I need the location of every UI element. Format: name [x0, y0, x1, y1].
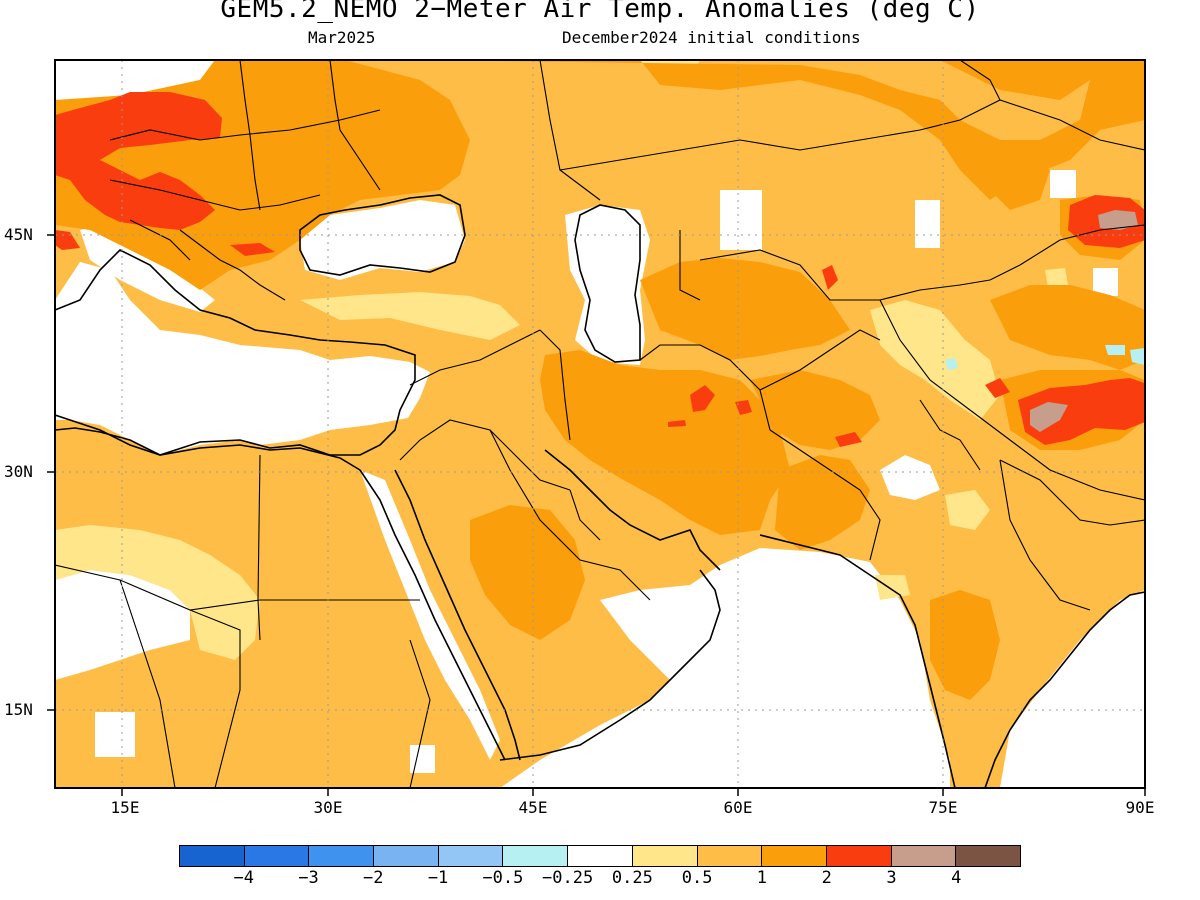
- color-scale-box: [309, 846, 375, 866]
- lon-label-90e: 90E: [1125, 798, 1155, 817]
- neutral-patch-4: [1093, 268, 1118, 296]
- anomaly-central-asia: [420, 60, 1145, 200]
- color-scale-box: [956, 846, 1020, 866]
- anomaly-pakistan: [775, 455, 870, 550]
- neutral-mediterranean: [55, 262, 430, 455]
- anomaly-iran: [540, 350, 790, 535]
- color-scale-label: 1: [756, 868, 768, 888]
- coast-mediterranean: [55, 249, 416, 456]
- neutral-italy: [80, 222, 215, 312]
- axis-ticks: [47, 234, 1146, 796]
- neutral-patch-2: [720, 190, 762, 250]
- color-scale-label: −3: [298, 868, 319, 888]
- lon-label-15e: 15E: [110, 798, 140, 817]
- anomaly-china-east: [980, 150, 1050, 210]
- neutral-nw-europe: [55, 60, 215, 100]
- low-anomaly-china: [1045, 268, 1068, 288]
- warm-anomaly-iran-b: [735, 400, 752, 415]
- color-scale-box: [762, 846, 827, 866]
- warm-anomaly-iran-a: [690, 385, 715, 412]
- neutral-patch-6: [95, 712, 135, 757]
- color-scale-box: [438, 846, 504, 866]
- coast-black-sea: [299, 194, 466, 276]
- neutral-red-sea: [360, 470, 500, 760]
- map-frame: [54, 59, 1146, 789]
- lat-label-30n: 30N: [4, 462, 33, 481]
- color-scale-box: [180, 846, 245, 866]
- coast-red-sea-west: [359, 469, 506, 761]
- coast-red-sea-east: [394, 469, 521, 761]
- low-anomaly-sahara: [55, 525, 260, 660]
- map-title: GEM5.2_NEMO 2−Meter Air Temp. Anomalies …: [220, 0, 980, 24]
- lat-label-45n: 45N: [4, 225, 33, 244]
- lon-label-75e: 75E: [928, 798, 958, 817]
- color-scale-label: −1: [427, 868, 449, 888]
- warm-anomaly-tibet: [1018, 378, 1145, 445]
- low-anomaly-anatolia: [300, 292, 520, 340]
- warm-anomaly-pakistan: [835, 432, 862, 447]
- neutral-bay-of-bengal: [1000, 590, 1145, 788]
- hot-anomaly-manchuria: [1098, 210, 1138, 230]
- color-scale-box: [697, 846, 763, 866]
- color-scale-box: [891, 846, 957, 866]
- neutral-sahara: [55, 570, 190, 680]
- neutral-patch-5: [1050, 170, 1076, 198]
- warm-anomaly-afghanistan: [822, 265, 838, 290]
- coast-persian-gulf: [544, 449, 721, 571]
- warm-anomaly-italy-north: [55, 230, 80, 250]
- neutral-patch-3: [915, 200, 940, 248]
- color-scale-label: 3: [886, 868, 897, 888]
- color-scale-label: −0.25: [542, 868, 594, 888]
- lat-label-15n: 15N: [4, 700, 33, 719]
- coast-north-africa: [55, 427, 361, 471]
- country-borders: [55, 60, 1145, 788]
- color-scale-box: [632, 846, 698, 866]
- lon-label-60e: 60E: [723, 798, 753, 817]
- anomaly-afghanistan: [750, 370, 880, 450]
- color-scale-box: [826, 846, 892, 866]
- neutral-arabian-sea: [500, 548, 950, 788]
- lon-label-45e: 45E: [518, 798, 548, 817]
- warm-anomaly-iran-c: [668, 420, 686, 427]
- color-scale-box: [374, 846, 439, 866]
- anomaly-arabia: [470, 505, 585, 640]
- anomaly-turan: [640, 258, 850, 360]
- color-scale-label: −4: [233, 868, 255, 888]
- color-scale-label: 2: [821, 868, 832, 888]
- neutral-black-sea: [300, 200, 465, 280]
- color-scale-label: −0.5: [482, 868, 524, 888]
- color-scale-box: [503, 846, 569, 866]
- color-scale-label: 0.25: [611, 868, 653, 888]
- cool-anomaly-spot-b: [1130, 348, 1145, 365]
- cool-anomaly-himalaya: [945, 358, 958, 370]
- color-scale-label: 0.5: [681, 868, 713, 888]
- coastlines: [55, 194, 1145, 788]
- color-scale-label: −2: [363, 868, 384, 888]
- low-anomaly-himalaya: [870, 300, 1000, 420]
- color-scale-box: [568, 846, 633, 866]
- forecast-month: Mar2025: [308, 28, 376, 47]
- coast-india-east: [984, 591, 1145, 788]
- warm-anomaly-balkans: [230, 243, 275, 256]
- coast-india-west: [759, 534, 956, 788]
- low-anomaly-india-b: [875, 575, 910, 600]
- anomaly-fill: [55, 60, 1145, 788]
- lon-label-30e: 30E: [313, 798, 343, 817]
- neutral-india-west: [880, 455, 940, 500]
- low-anomaly-india-a: [945, 490, 990, 530]
- coast-arabia: [499, 569, 721, 761]
- gridlines: [55, 60, 1145, 788]
- anomaly-india: [930, 590, 1000, 700]
- color-scale-box: [244, 846, 310, 866]
- color-scale-label: 4: [951, 868, 962, 888]
- warm-anomaly-himalaya-spot: [985, 378, 1010, 398]
- color-scale: [179, 845, 1021, 867]
- cool-anomaly-spot-a: [1105, 345, 1125, 355]
- hot-anomaly-tibet: [1030, 402, 1068, 432]
- initial-conditions: December2024 initial conditions: [562, 28, 861, 47]
- neutral-patch: [410, 745, 435, 773]
